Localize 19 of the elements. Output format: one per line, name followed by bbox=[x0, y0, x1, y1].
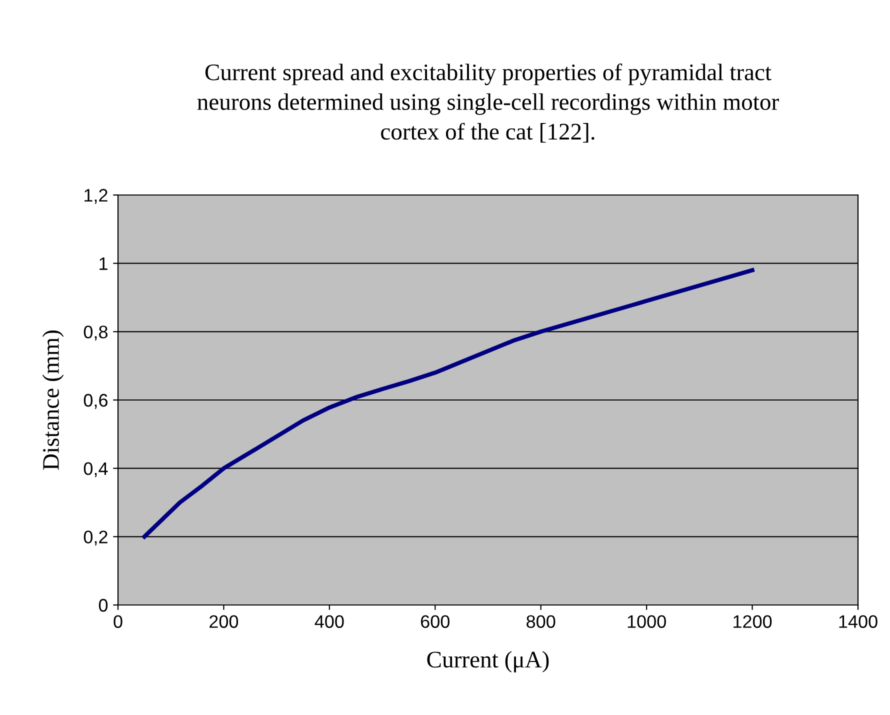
y-tick-label: 0 bbox=[98, 598, 108, 612]
y-tick-label: 1,2 bbox=[84, 188, 108, 204]
x-axis-title: Current (μA) bbox=[427, 651, 549, 672]
x-tick-label: 1000 bbox=[628, 615, 666, 628]
y-axis-title: Distance (mm) bbox=[42, 330, 64, 470]
y-tick-label: 0,4 bbox=[84, 462, 108, 478]
y-tick-label: 0,6 bbox=[84, 394, 108, 409]
x-tick-label: 800 bbox=[526, 615, 556, 628]
x-tick-label: 1400 bbox=[839, 615, 878, 628]
x-tick-label: 600 bbox=[421, 615, 450, 628]
x-tick-label: 1200 bbox=[734, 615, 772, 628]
y-tick-label: 0,8 bbox=[84, 326, 108, 341]
line-series bbox=[142, 268, 754, 539]
chart-title: Current spread and excitability properties of pyramidal tract neurons determined using single-cell recordings within motor cortex of the cat [122]. bbox=[197, 63, 779, 143]
x-tick-label: 400 bbox=[314, 615, 344, 628]
x-tick-label: 200 bbox=[210, 615, 238, 628]
x-tick-label: 0 bbox=[114, 615, 122, 628]
y-tick-label: 1 bbox=[100, 257, 108, 270]
y-tick-label: 0,2 bbox=[84, 530, 108, 546]
